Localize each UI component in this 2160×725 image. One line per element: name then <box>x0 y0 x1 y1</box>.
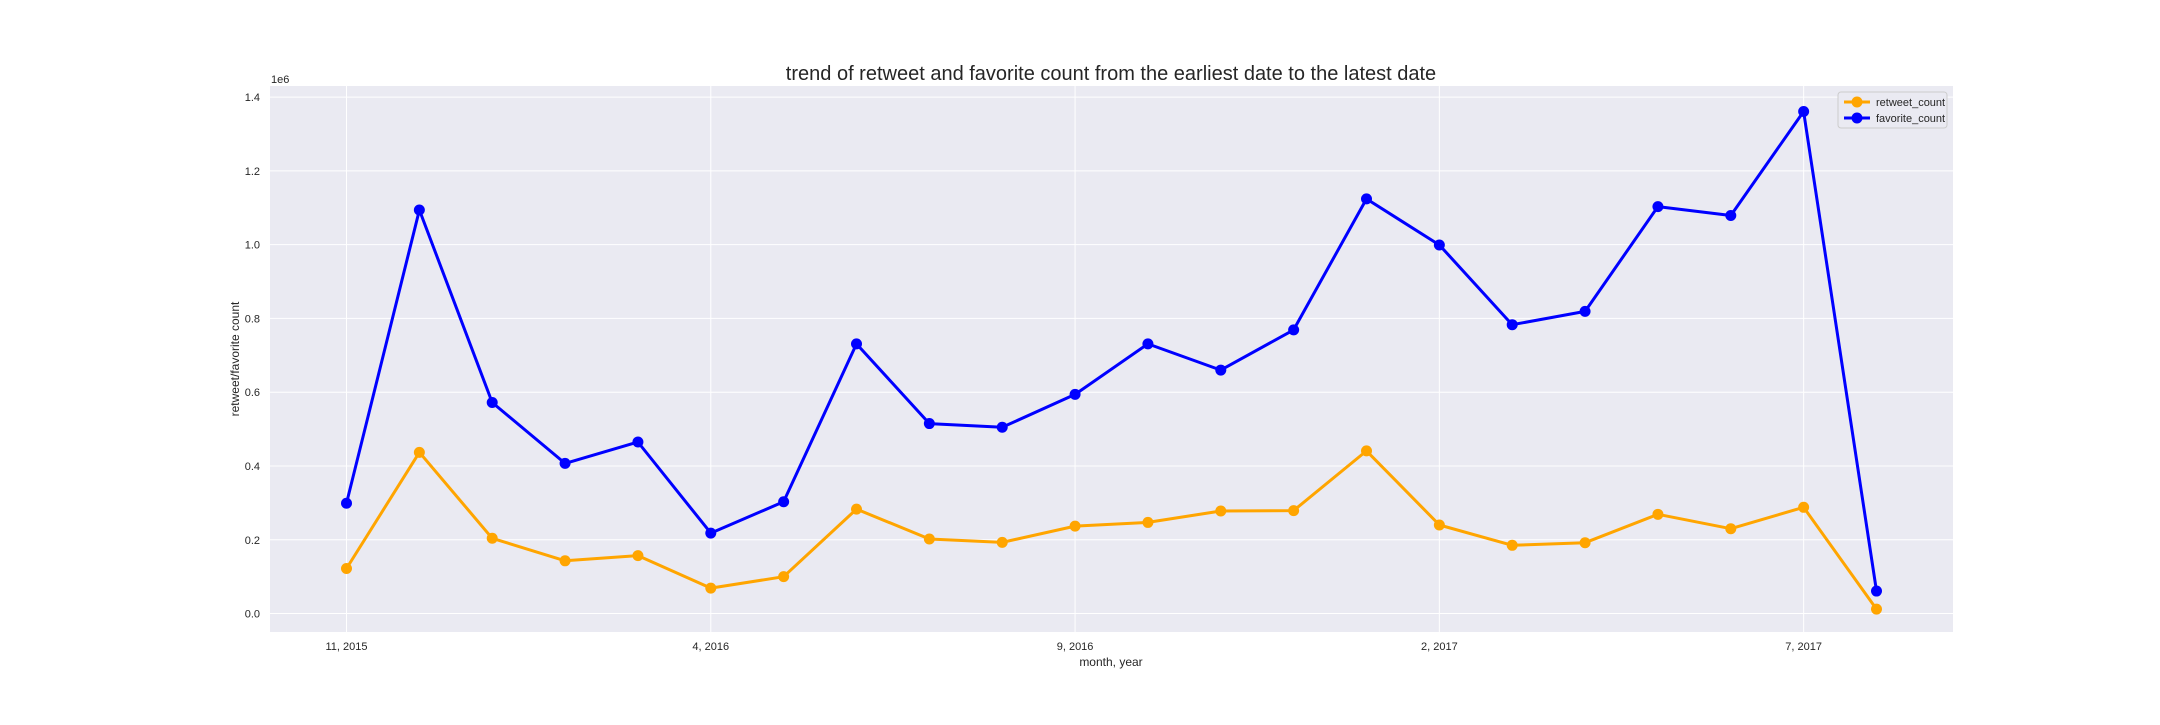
data-point-retweet-count <box>996 536 1008 548</box>
data-point-favorite-count <box>1506 319 1518 331</box>
grid-lines <box>270 86 1953 632</box>
x-tick-label: 7, 2017 <box>1785 641 1822 653</box>
y-axis-label: retweet/favorite count <box>228 301 242 416</box>
x-axis-label: month, year <box>1079 655 1142 669</box>
y-tick-label: 0.0 <box>245 609 260 621</box>
legend-marker-favorite-count <box>1851 112 1863 124</box>
data-point-retweet-count <box>1725 523 1737 535</box>
y-tick-label: 1.4 <box>245 92 260 104</box>
data-point-favorite-count <box>1579 305 1591 317</box>
data-point-retweet-count <box>1142 516 1154 528</box>
data-point-retweet-count <box>1798 501 1810 513</box>
y-tick-label: 0.8 <box>245 313 260 325</box>
data-point-favorite-count <box>1069 388 1081 400</box>
data-point-retweet-count <box>1069 520 1081 532</box>
data-point-retweet-count <box>923 533 935 545</box>
data-point-favorite-count <box>1652 201 1664 213</box>
data-point-retweet-count <box>1579 537 1591 549</box>
data-point-favorite-count <box>996 421 1008 433</box>
y-tick-label: 0.4 <box>245 461 260 473</box>
data-point-retweet-count <box>778 571 790 583</box>
x-tick-label: 2, 2017 <box>1421 641 1458 653</box>
legend: retweet_count favorite_count <box>1837 91 1948 129</box>
data-point-retweet-count <box>1871 603 1882 615</box>
y-tick-label: 0.6 <box>245 387 260 399</box>
data-point-favorite-count <box>341 497 352 509</box>
data-point-favorite-count <box>1725 209 1737 221</box>
data-point-retweet-count <box>1506 539 1518 551</box>
data-point-retweet-count <box>1215 505 1227 517</box>
data-point-retweet-count <box>413 446 425 458</box>
legend-label-retweet-count: retweet_count <box>1876 97 1945 109</box>
data-point-retweet-count <box>486 532 498 544</box>
legend-marker-retweet-count <box>1851 96 1863 108</box>
data-point-favorite-count <box>1142 338 1154 350</box>
x-tick-label: 9, 2016 <box>1057 641 1094 653</box>
data-point-retweet-count <box>1288 505 1300 517</box>
data-point-favorite-count <box>851 338 862 350</box>
x-tick-label: 4, 2016 <box>692 641 729 653</box>
data-point-favorite-count <box>1215 364 1227 376</box>
data-point-retweet-count <box>341 563 352 575</box>
data-point-favorite-count <box>413 204 425 216</box>
data-point-favorite-count <box>486 397 498 409</box>
axis-labels: 0.0 0.2 0.4 0.6 0.8 1.0 1.2 1.4 11, 2015 4, 2016 9… <box>245 92 1822 653</box>
y-tick-label: 1.0 <box>245 240 260 252</box>
data-point-retweet-count <box>1433 519 1445 531</box>
y-tick-label: 0.2 <box>245 535 260 547</box>
chart-title: trend of retweet and favorite count from… <box>786 63 1436 85</box>
data-point-favorite-count <box>632 436 644 448</box>
data-point-favorite-count <box>1288 324 1300 336</box>
data-point-retweet-count <box>851 503 862 515</box>
data-point-favorite-count <box>559 457 571 469</box>
data-point-favorite-count <box>1433 239 1445 251</box>
data-point-retweet-count <box>1652 508 1664 520</box>
y-axis-scale-label: 1e6 <box>271 74 289 86</box>
data-point-retweet-count <box>559 555 571 567</box>
legend-label-favorite-count: favorite_count <box>1876 113 1945 125</box>
data-point-favorite-count <box>1361 193 1372 205</box>
data-point-favorite-count <box>1871 585 1882 597</box>
data-point-retweet-count <box>632 550 644 562</box>
series-layer <box>341 105 1882 615</box>
data-point-favorite-count <box>923 418 935 430</box>
x-tick-label: 11, 2015 <box>325 641 367 653</box>
data-point-favorite-count <box>778 496 790 508</box>
data-point-retweet-count <box>1361 445 1372 457</box>
data-point-favorite-count <box>705 527 717 539</box>
data-point-retweet-count <box>705 582 717 594</box>
series-line-favorite-count <box>345 110 1878 592</box>
series-line-retweet-count <box>345 449 1878 610</box>
data-point-favorite-count <box>1798 105 1810 117</box>
plot-background <box>270 86 1953 632</box>
y-tick-label: 1.2 <box>245 166 260 178</box>
